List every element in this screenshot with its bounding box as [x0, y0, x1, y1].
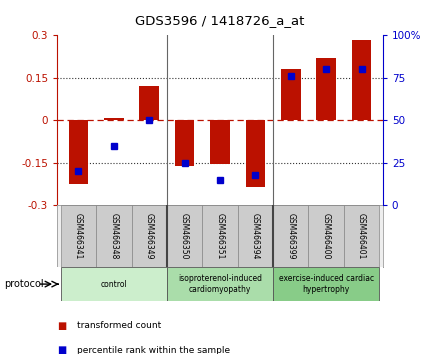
Bar — [167, 267, 273, 301]
Text: exercise-induced cardiac
hypertrophy: exercise-induced cardiac hypertrophy — [279, 274, 374, 294]
Text: percentile rank within the sample: percentile rank within the sample — [77, 346, 230, 354]
Bar — [352, 40, 371, 120]
Bar — [281, 69, 301, 120]
Bar — [61, 205, 96, 267]
Text: GSM466348: GSM466348 — [109, 213, 118, 259]
Text: ■: ■ — [57, 321, 66, 331]
Bar — [96, 205, 132, 267]
Bar — [104, 118, 124, 120]
Text: GSM466394: GSM466394 — [251, 213, 260, 259]
Bar — [344, 205, 379, 267]
Bar — [139, 86, 159, 120]
Text: isoproterenol-induced
cardiomyopathy: isoproterenol-induced cardiomyopathy — [178, 274, 262, 294]
Bar — [202, 205, 238, 267]
Text: ■: ■ — [57, 346, 66, 354]
Bar — [308, 205, 344, 267]
Bar — [246, 120, 265, 187]
Bar — [316, 58, 336, 120]
Bar — [175, 120, 194, 166]
Text: control: control — [100, 280, 127, 289]
Text: GSM466400: GSM466400 — [322, 213, 331, 259]
Bar — [167, 205, 202, 267]
Bar — [132, 205, 167, 267]
Text: transformed count: transformed count — [77, 321, 161, 330]
Bar — [273, 205, 308, 267]
Text: protocol: protocol — [4, 279, 44, 289]
Bar — [273, 267, 379, 301]
Bar — [238, 205, 273, 267]
Text: GSM466401: GSM466401 — [357, 213, 366, 259]
Text: GDS3596 / 1418726_a_at: GDS3596 / 1418726_a_at — [136, 14, 304, 27]
Text: GSM466341: GSM466341 — [74, 213, 83, 259]
Text: GSM466351: GSM466351 — [216, 213, 224, 259]
Text: GSM466350: GSM466350 — [180, 213, 189, 259]
Bar — [61, 267, 167, 301]
Bar — [210, 120, 230, 164]
Bar — [69, 120, 88, 184]
Text: GSM466349: GSM466349 — [145, 213, 154, 259]
Text: GSM466399: GSM466399 — [286, 213, 295, 259]
